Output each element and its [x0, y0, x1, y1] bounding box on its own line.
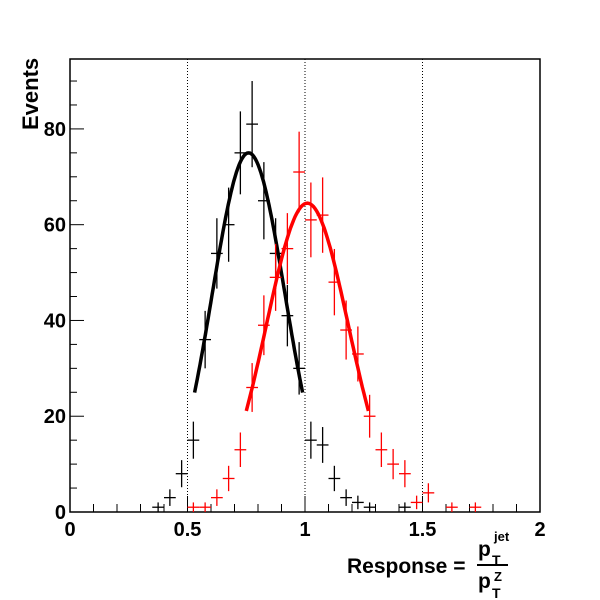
- data-point-black: [340, 489, 352, 506]
- data-point-red: [469, 502, 482, 512]
- data-point-black: [399, 502, 411, 512]
- data-point-red: [363, 394, 376, 438]
- data-point-black: [211, 218, 223, 289]
- y-tick-label: 60: [44, 215, 66, 237]
- data-point-black: [164, 489, 176, 506]
- data-point-red: [222, 465, 235, 492]
- y-tick-label: 80: [44, 119, 66, 141]
- x-tick-label: 1.5: [409, 519, 437, 541]
- y-tick-label: 20: [44, 406, 66, 428]
- data-point-red: [387, 448, 399, 480]
- series-red: [187, 131, 482, 512]
- data-point-red: [211, 489, 223, 506]
- data-point-red: [234, 432, 247, 468]
- data-point-red: [375, 432, 388, 468]
- denominator-sub: T: [492, 585, 501, 600]
- gaussian-fit-black: [192, 151, 305, 393]
- x-tick-label: 0: [64, 519, 75, 541]
- series-black: [152, 81, 411, 512]
- x-tick-label: 1: [299, 519, 310, 541]
- grid-lines: [187, 59, 423, 512]
- denominator-p: p: [478, 570, 491, 593]
- x-axis-label-fraction: p T jet p T Z: [477, 529, 510, 600]
- x-axis-label: Response =: [347, 555, 465, 578]
- data-point-black: [316, 427, 329, 463]
- data-point-black: [175, 460, 188, 488]
- data-point-black: [328, 465, 341, 492]
- data-point-red: [187, 502, 200, 512]
- data-point-black: [187, 421, 200, 459]
- data-point-black: [352, 495, 364, 510]
- x-tick-label: 2: [534, 519, 545, 541]
- data-point-red: [305, 182, 317, 258]
- y-axis-label: Events: [18, 58, 43, 130]
- data-point-black: [305, 421, 317, 459]
- data-point-black: [363, 502, 376, 512]
- data-marks: [152, 81, 482, 512]
- data-point-black: [152, 502, 164, 512]
- data-point-red: [422, 483, 435, 503]
- data-point-black: [234, 111, 247, 195]
- data-point-red: [446, 502, 458, 512]
- numerator-p: p: [478, 538, 491, 561]
- numerator-sub: T: [492, 552, 501, 568]
- x-tick-label: 0.5: [174, 519, 202, 541]
- y-tick-label: 0: [55, 502, 66, 524]
- numerator-sup: jet: [493, 529, 510, 544]
- data-point-red: [199, 502, 211, 512]
- data-point-red: [293, 131, 305, 213]
- data-point-red: [399, 460, 411, 488]
- denominator-sup: Z: [494, 569, 502, 584]
- y-tick-label: 40: [44, 310, 66, 332]
- gaussian-fit-red: [244, 201, 371, 412]
- data-point-red: [410, 495, 423, 510]
- plot-frame: [69, 58, 541, 513]
